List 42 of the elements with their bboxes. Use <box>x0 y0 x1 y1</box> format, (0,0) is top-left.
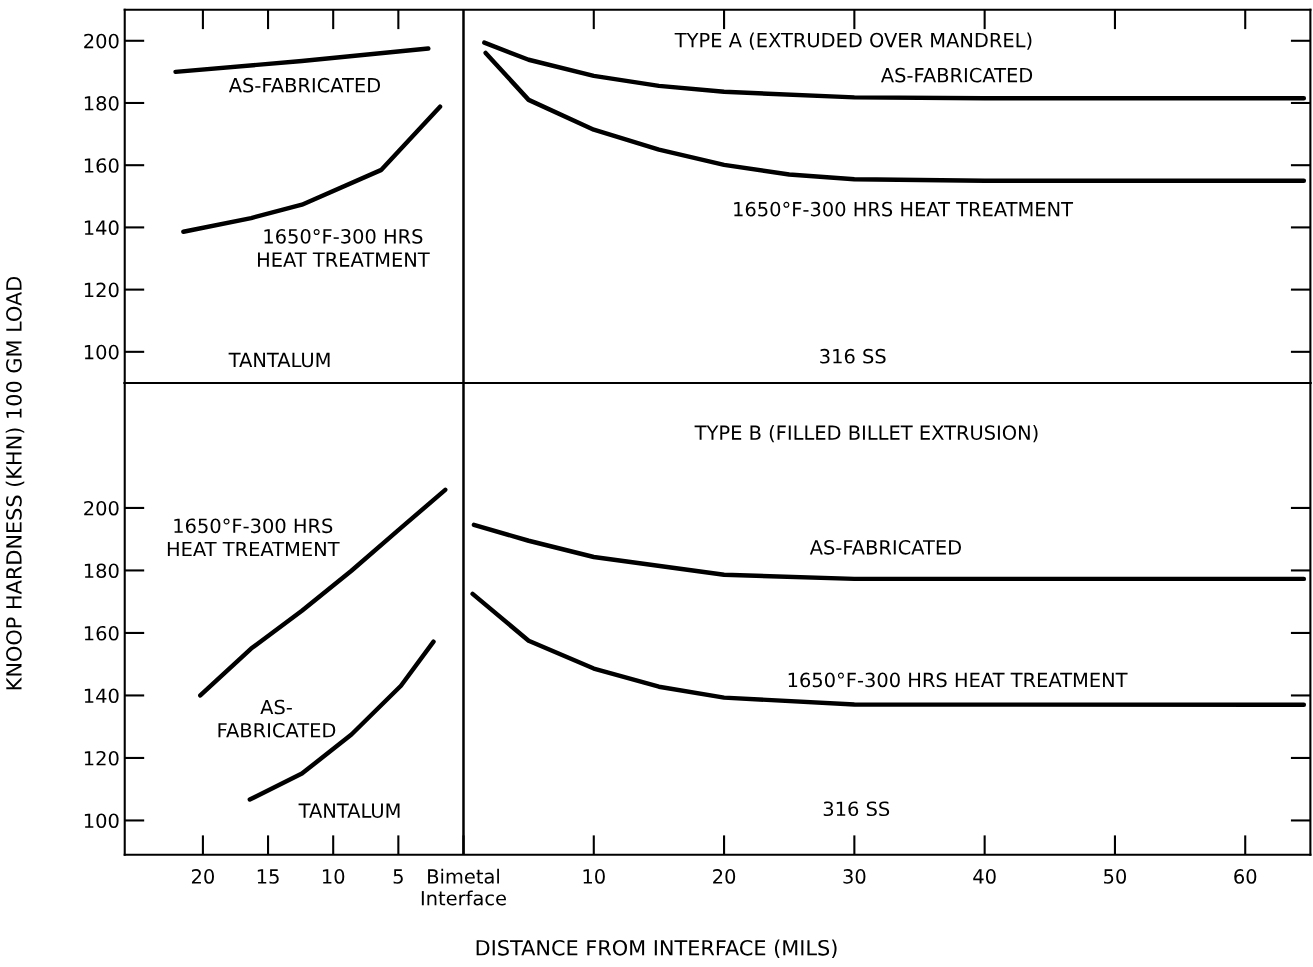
x-tick-label: 20 <box>713 869 736 884</box>
x-tick-label: 10 <box>583 869 605 884</box>
series-label: 1650°F-300 HRS HEAT TREATMENT <box>167 518 340 557</box>
y-tick-label: 160 <box>84 625 119 641</box>
series-label: AS-FABRICATED <box>880 67 1033 83</box>
y-tick-label: 180 <box>84 95 119 111</box>
y-tick-label: 200 <box>84 500 119 516</box>
annotation: 316 SS <box>823 801 890 817</box>
annotation: TANTALUM <box>298 803 400 818</box>
series-label: AS- FABRICATED <box>218 699 336 738</box>
series-label: 1650°F-300 HRS HEAT TREATMENT <box>734 201 1074 217</box>
y-tick-label: 160 <box>84 158 119 173</box>
x-axis-title: DISTANCE FROM INTERFACE (MILS) <box>476 939 837 959</box>
annotation: TANTALUM <box>228 352 330 368</box>
x-tick-label: 50 <box>1104 869 1127 884</box>
y-tick-label: 200 <box>84 33 119 49</box>
annotation: TYPE B (FILLED BILLET EXTRUSION) <box>694 424 1038 443</box>
y-tick-label: 100 <box>84 813 119 829</box>
x-tick-label: 30 <box>843 869 866 884</box>
x-tick-label: 5 <box>393 869 403 884</box>
annotation: TYPE A (EXTRUDED OVER MANDREL) <box>674 32 1032 50</box>
series-label: AS-FABRICATED <box>228 77 381 93</box>
y-tick-label: 140 <box>84 220 119 236</box>
y-tick-label: 100 <box>84 344 119 360</box>
line-series <box>471 522 1307 582</box>
x-tick-label: 20 <box>191 869 214 884</box>
y-axis-title: KNOOP HARDNESS (KHN) 100 GM LOAD <box>5 276 25 690</box>
x-tick-label: 15 <box>257 869 279 884</box>
x-tick-label: 10 <box>322 869 345 884</box>
series-label: 1650°F-300 HRS HEAT TREATMENT <box>788 672 1128 688</box>
line-series <box>483 50 1307 183</box>
series-label: AS-FABRICATED <box>809 539 961 555</box>
line-series <box>470 591 1307 708</box>
x-tick-label: 40 <box>973 869 996 884</box>
y-tick-label: 120 <box>84 282 119 298</box>
x-tick-label: Bimetal Interface <box>421 868 506 906</box>
y-tick-label: 120 <box>84 750 119 766</box>
x-tick-label: 60 <box>1234 869 1257 884</box>
y-tick-label: 140 <box>84 688 119 704</box>
series-label: 1650°F-300 HRS HEAT TREATMENT <box>258 228 430 267</box>
y-tick-label: 180 <box>84 563 119 579</box>
annotation: 316 SS <box>820 348 886 364</box>
